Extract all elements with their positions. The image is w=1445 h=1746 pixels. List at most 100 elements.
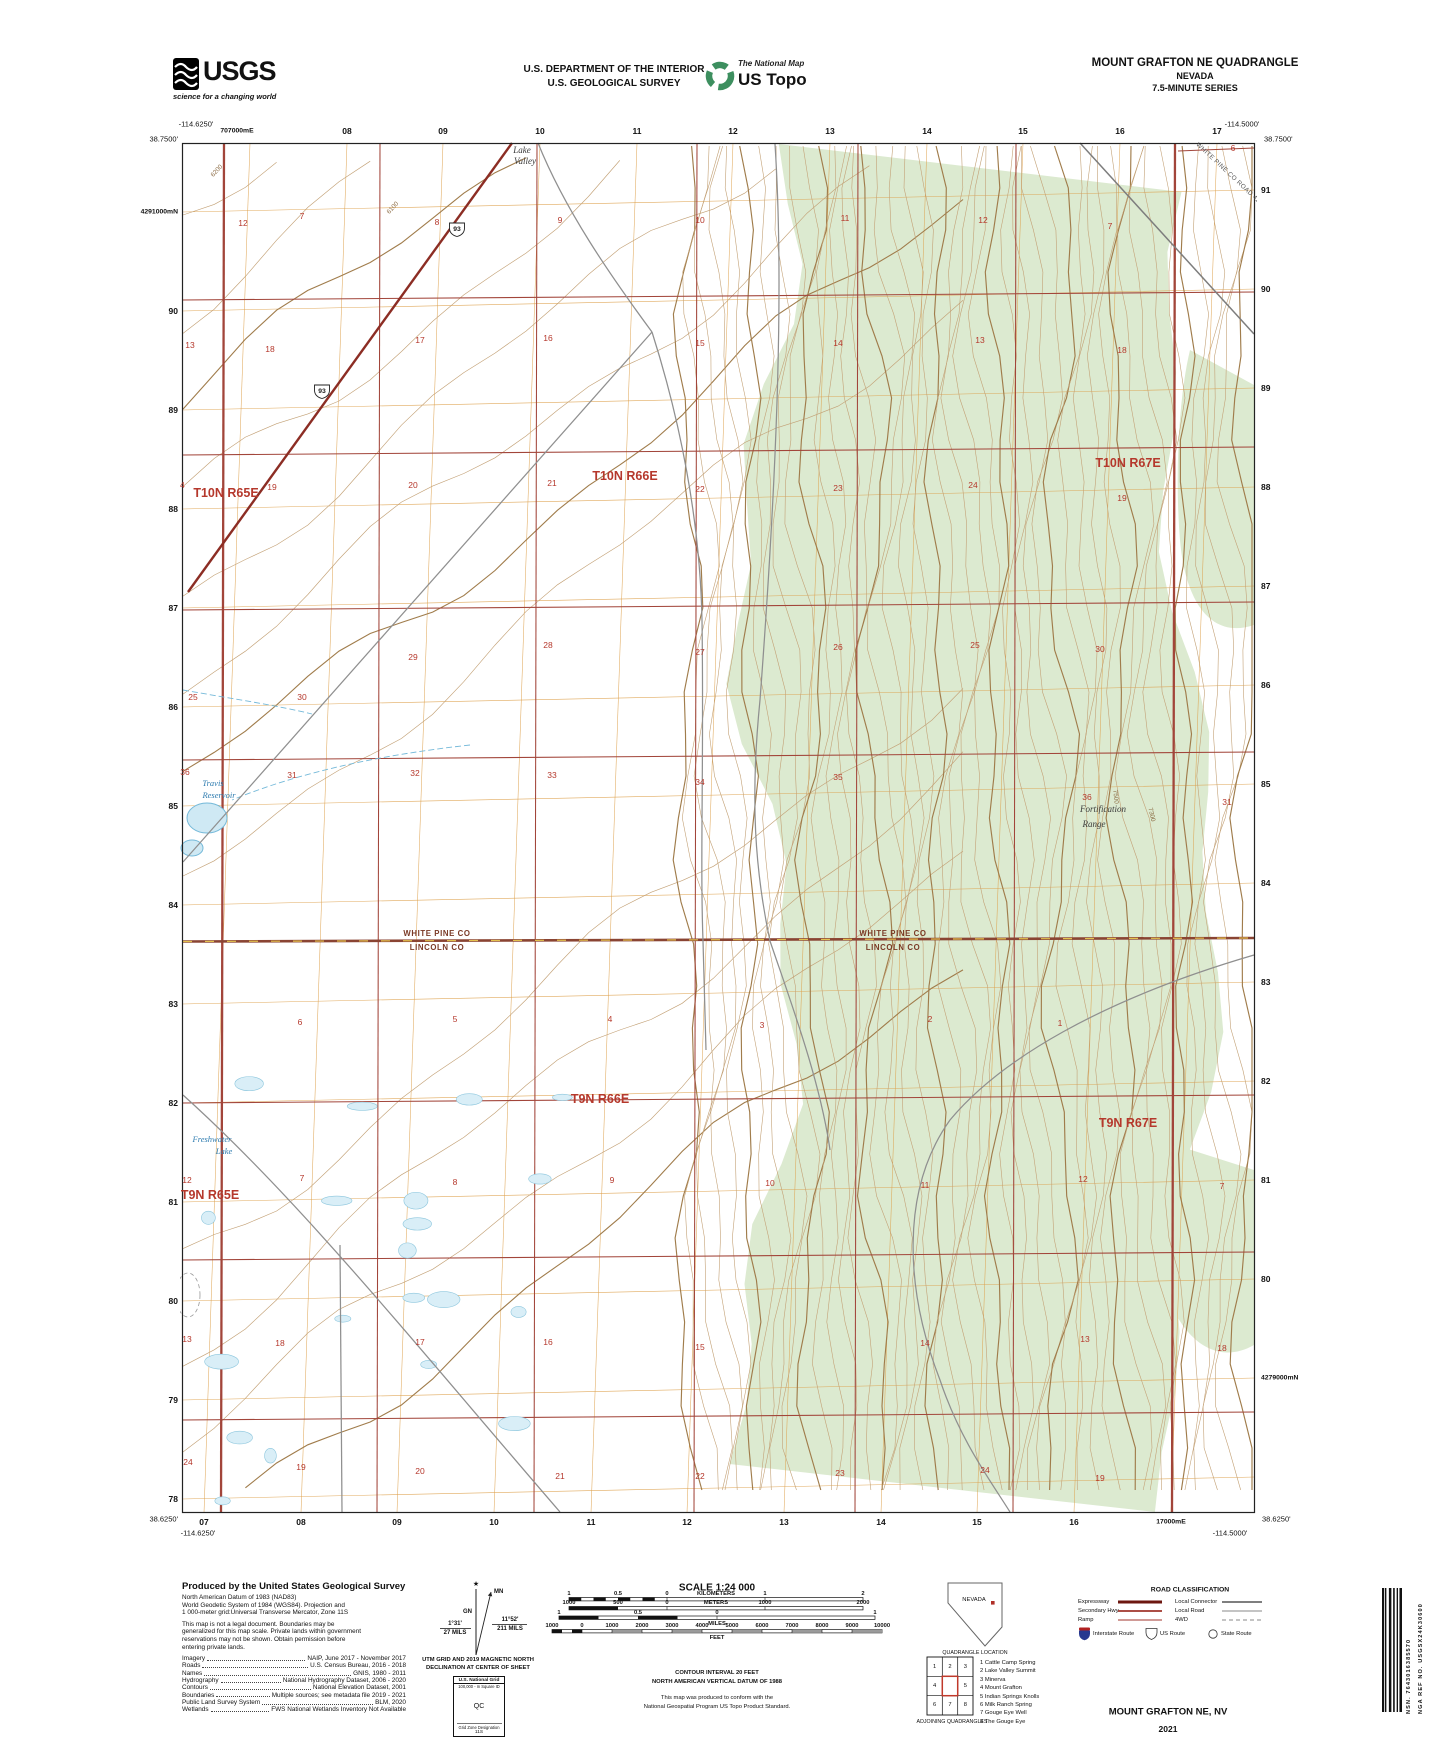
- grid-label-left: 86: [168, 702, 178, 712]
- contour-line: [983, 145, 1011, 1491]
- corner-lon-br: -114.5000': [1212, 1528, 1248, 1538]
- true-north-star: ★: [473, 1580, 479, 1588]
- section-number: 21: [547, 478, 557, 488]
- contour-elevation-label: 7500: [1111, 790, 1119, 805]
- utm-grid-line: [181, 882, 1256, 906]
- utm-grid-line: [181, 1080, 1256, 1104]
- marsh-patch: [214, 1496, 231, 1506]
- grid-label-bottom: 13: [779, 1517, 789, 1527]
- section-number: 6: [298, 1017, 303, 1027]
- contour-line: [681, 145, 720, 1491]
- contour-line: [940, 145, 980, 1491]
- source-row: Roads U.S. Census Bureau, 2016 - 2018: [182, 1662, 406, 1669]
- contour-line: [182, 157, 527, 410]
- source-label: Roads: [182, 1662, 201, 1670]
- leader-dots: [216, 1692, 270, 1698]
- section-number: 17: [415, 1337, 425, 1347]
- contour-line: [182, 199, 964, 772]
- conformance-note: This map was produced to conform with th…: [660, 1695, 774, 1701]
- source-value: FWS National Wetlands Inventory Not Avai…: [271, 1706, 406, 1714]
- scale-bar-seg: [638, 1616, 678, 1620]
- section-number: 25: [188, 692, 198, 702]
- grid-label-right: 87: [1261, 581, 1271, 591]
- local-road: [912, 954, 1255, 1513]
- adjoining-quad-name: 3 Minerva: [980, 1676, 1006, 1683]
- local-road: [754, 143, 831, 1151]
- conformance-note: National Geospatial Program US Topo Prod…: [643, 1704, 791, 1710]
- source-value: National Elevation Dataset, 2001: [312, 1684, 406, 1692]
- barcode-stripe: [1396, 1588, 1399, 1712]
- section-number: 24: [180, 480, 185, 490]
- state-name-label: NEVADA: [962, 1597, 986, 1603]
- contour-line: [182, 160, 371, 334]
- adjoining-quad-name: 6 Milk Ranch Spring: [980, 1702, 1032, 1708]
- quadrangle-location-caption: QUADRANGLE LOCATION: [942, 1650, 1008, 1656]
- section-number: 18: [1117, 345, 1127, 355]
- magnetic-north-line: [475, 1591, 492, 1656]
- scale-tick-ft: 8000: [815, 1623, 829, 1629]
- section-number: 12: [1078, 1174, 1088, 1184]
- section-line: [181, 751, 1256, 761]
- section-number: 16: [543, 1337, 553, 1347]
- source-row: Hydrography National Hydrography Dataset,…: [182, 1677, 406, 1684]
- adjoining-quad-number: 1: [933, 1663, 937, 1670]
- grid-label-bottom: 09: [392, 1517, 402, 1527]
- township-label: T10N R66E: [592, 469, 657, 483]
- section-number: 7: [1220, 1181, 1225, 1191]
- scale-tick-km: 2: [861, 1591, 865, 1597]
- scale-bar: [551, 1629, 883, 1634]
- corner-lon-tr: -114.5000': [1224, 119, 1260, 129]
- contour-line: [1159, 145, 1186, 1491]
- quadrangle-title-block: MOUNT GRAFTON NE QUADRANGLE NEVADA 7.5-M…: [1092, 57, 1299, 93]
- utm-grid-line: [181, 387, 1256, 411]
- section-number: 16: [543, 333, 553, 343]
- section-number: 33: [547, 770, 557, 780]
- section-number: 35: [833, 772, 843, 782]
- grid-label-top: 12: [728, 126, 738, 136]
- adjoining-quad-number: 8: [963, 1702, 967, 1709]
- adjoining-grid-center: [941, 1675, 959, 1697]
- section-number: 7: [300, 1173, 305, 1183]
- grid-label-left: 90: [168, 306, 178, 316]
- produced-by-block: Produced by the United States Geological…: [182, 1581, 426, 1714]
- scale-tick-ft: 3000: [665, 1623, 679, 1629]
- datum-line: 1 000-meter grid:Universal Transverse Me…: [182, 1609, 349, 1617]
- interstate-shield-icon: [1079, 1627, 1090, 1631]
- grid-label-right: 85: [1261, 779, 1271, 789]
- water-name: Freshwater: [192, 1134, 233, 1144]
- reservoir: [186, 802, 228, 834]
- contour-line: [1040, 145, 1081, 1491]
- scale-tick-mi: 1: [873, 1609, 877, 1616]
- contour-line: [810, 145, 838, 1491]
- section-number: 19: [1095, 1473, 1105, 1483]
- corner-lon-tl: -114.6250': [178, 119, 214, 129]
- township-label: T9N R66E: [571, 1092, 629, 1106]
- section-line: [854, 142, 859, 1514]
- section-line: [181, 291, 1256, 301]
- section-number: 24: [968, 480, 978, 490]
- declination-caption: DECLINATION AT CENTER OF SHEET: [426, 1665, 530, 1671]
- section-number: 5: [453, 1014, 458, 1024]
- source-value: BLM, 2020: [375, 1698, 406, 1706]
- township-label: T10N R65E: [193, 486, 258, 500]
- source-value: GNIS, 1980 - 2011: [353, 1669, 406, 1677]
- section-number: 7: [1108, 221, 1113, 231]
- source-row: Boundaries Multiple sources; see metadata…: [182, 1692, 406, 1699]
- scale-bar-seg: [672, 1629, 702, 1633]
- source-label: Names: [182, 1669, 203, 1677]
- adjoining-quad-number: 4: [933, 1682, 937, 1689]
- marsh-patch: [498, 1416, 531, 1431]
- roadclass-label: Ramp: [1078, 1617, 1094, 1623]
- utm-grid-line: [181, 288, 1256, 312]
- contour-line: [912, 145, 935, 1491]
- reservoir: [180, 839, 204, 857]
- section-number: 11: [841, 213, 850, 223]
- grid-label-top: 11: [632, 126, 642, 136]
- section-number: 12: [182, 1175, 192, 1185]
- scale-tick-km: 0: [665, 1591, 669, 1597]
- contour-line: [182, 160, 621, 487]
- section-line: [181, 1251, 1256, 1261]
- state-route-circle-icon: [1208, 1629, 1218, 1639]
- local-road: [537, 142, 653, 333]
